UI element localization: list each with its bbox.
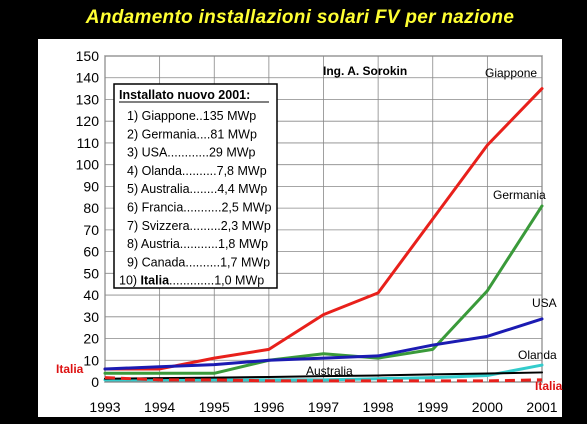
series-line-germania bbox=[103, 204, 544, 375]
x-tick-label: 1994 bbox=[144, 399, 175, 415]
y-tick-label: 140 bbox=[76, 70, 100, 86]
x-tick-label: 1995 bbox=[199, 399, 230, 415]
x-tick-label: 2000 bbox=[472, 399, 503, 415]
author-annotation: Ing. A. Sorokin bbox=[323, 64, 407, 78]
y-tick-labels: 0 10 20 30 40 50 60 70 80 90 100 110 120 130 140 150 bbox=[76, 48, 100, 390]
legend-item: 4) Olanda..........7,8 MWp bbox=[127, 164, 267, 178]
legend-frame bbox=[113, 83, 278, 289]
series-line-italia bbox=[104, 376, 543, 383]
series-label-giappone: Giappone bbox=[485, 66, 537, 80]
y-tick-label: 20 bbox=[83, 331, 99, 347]
y-tick-label: 100 bbox=[76, 157, 100, 173]
y-tick-label: 130 bbox=[76, 91, 100, 107]
series-labels: Giappone Germania USA Olanda Australia Italia… bbox=[56, 66, 563, 393]
x-tick-label: 2001 bbox=[526, 399, 557, 415]
legend-item: 7) Svizzera.........2,3 MWp bbox=[127, 219, 271, 233]
series-label-usa: USA bbox=[532, 296, 557, 310]
y-tick-label: 60 bbox=[83, 244, 99, 260]
y-tick-label: 150 bbox=[76, 48, 100, 64]
legend-item: 9) Canada..........1,7 MWp bbox=[127, 255, 270, 269]
series-line-australia bbox=[104, 371, 543, 380]
y-tick-label: 120 bbox=[76, 113, 100, 129]
chart-title: Andamento installazioni solari FV per na… bbox=[85, 7, 515, 28]
y-tick-label: 50 bbox=[83, 265, 99, 281]
series-line-usa bbox=[103, 317, 544, 371]
y-tick-label: 70 bbox=[83, 222, 99, 238]
legend-item: 5) Australia........4,4 MWp bbox=[127, 182, 267, 196]
y-tick-label: 0 bbox=[91, 374, 99, 390]
y-tick-label: 40 bbox=[83, 287, 99, 303]
series-label-australia: Australia bbox=[306, 364, 353, 378]
x-tick-label: 1996 bbox=[253, 399, 284, 415]
y-tick-label: 90 bbox=[83, 178, 99, 194]
legend-item: 1) Giappone..135 MWp bbox=[127, 109, 256, 123]
series-label-olanda: Olanda bbox=[518, 348, 557, 362]
y-tick-label: 110 bbox=[77, 135, 100, 151]
y-tick-label: 80 bbox=[83, 200, 99, 216]
x-tick-label: 1999 bbox=[417, 399, 448, 415]
legend-item: 2) Germania....81 MWp bbox=[127, 127, 257, 141]
legend-item: 8) Austria...........1,8 MWp bbox=[127, 237, 268, 251]
legend-box: Installato nuovo 2001: 1) Giappone..135 M… bbox=[113, 83, 278, 289]
y-tick-label: 30 bbox=[83, 309, 99, 325]
x-tick-label: 1993 bbox=[89, 399, 120, 415]
x-tick-label: 1998 bbox=[363, 399, 394, 415]
legend-heading: Installato nuovo 2001: bbox=[119, 88, 250, 102]
legend-item: 6) Francia...........2,5 MWp bbox=[127, 201, 272, 215]
x-tick-label: 1997 bbox=[308, 399, 339, 415]
series-label-italia: Italia bbox=[535, 379, 563, 393]
x-tick-labels: 1993 1994 1995 1996 1997 1998 1999 2000 2001 bbox=[89, 399, 557, 415]
legend-item: 3) USA............29 MWp bbox=[127, 146, 256, 160]
legend-item: 10) Italia.............1,0 MWp bbox=[119, 274, 264, 288]
y-tick-label: 10 bbox=[83, 352, 99, 368]
series-label-italia: Italia bbox=[56, 362, 84, 376]
series-label-germania: Germania bbox=[493, 188, 546, 202]
y-axis-label: Capacità installata annualmente (MWp/ann… bbox=[39, 85, 53, 350]
series-lines bbox=[103, 87, 544, 383]
